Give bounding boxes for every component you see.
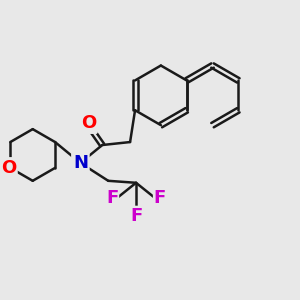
Text: F: F: [130, 207, 142, 225]
Text: F: F: [154, 189, 166, 207]
Text: F: F: [106, 189, 118, 207]
Text: O: O: [81, 114, 96, 132]
Text: O: O: [1, 159, 16, 177]
Text: N: N: [73, 154, 88, 172]
